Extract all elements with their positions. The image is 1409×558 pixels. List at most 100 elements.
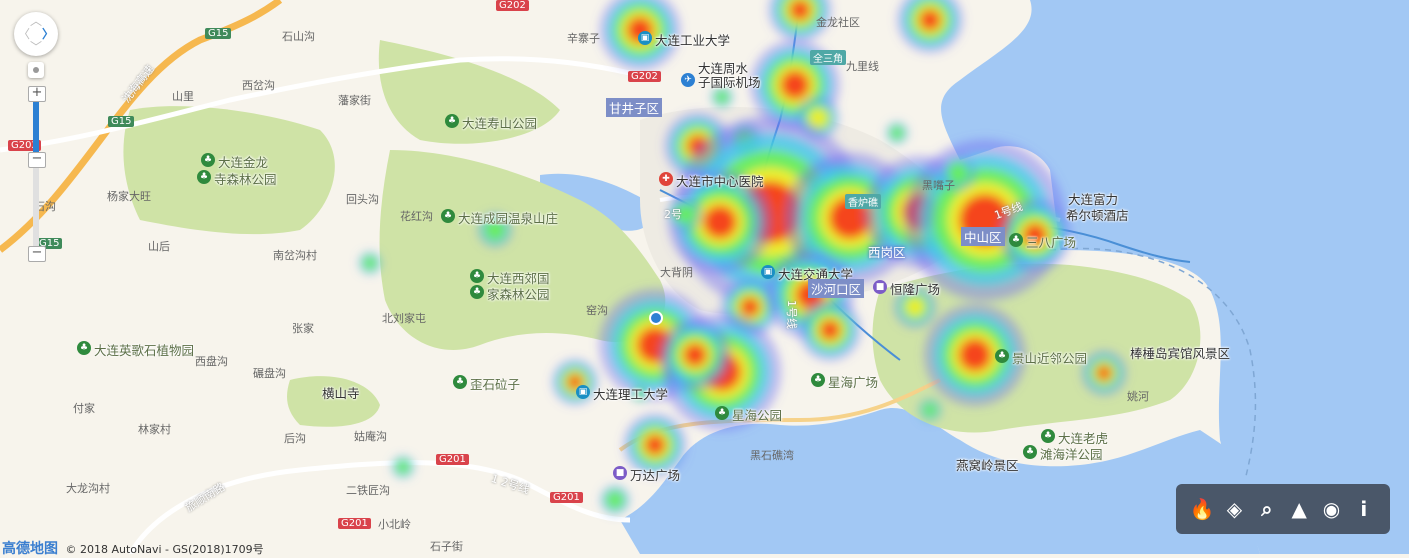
road-shield-6: G201: [550, 492, 583, 503]
place-label-24[interactable]: 滩海洋公园: [1040, 447, 1103, 462]
heat-spot-29-ring-2: [362, 255, 378, 271]
heat-spot-1-ring-4: [789, 0, 811, 21]
locality-label-2: 藩家街: [338, 94, 371, 107]
place-label-3[interactable]: 大连寿山公园: [462, 116, 538, 131]
locality-label-9: 南岔沟村: [273, 249, 317, 262]
place-label-25[interactable]: 燕窝岭景区: [956, 458, 1019, 473]
air-poi-icon[interactable]: ✈: [681, 73, 695, 87]
locate-button[interactable]: [28, 62, 44, 78]
park-poi-icon[interactable]: ♣: [1041, 429, 1055, 443]
heat-spot-26-ring-2: [922, 402, 938, 418]
place-label-20[interactable]: 大连理工大学: [593, 387, 669, 402]
locality-label-12: 北刘家屯: [382, 312, 426, 325]
edu-poi-icon[interactable]: ▣: [576, 385, 590, 399]
pan-right-icon[interactable]: 〉: [42, 27, 55, 41]
zoom-slider[interactable]: [31, 90, 41, 262]
heat-spot-4-ring-3: [808, 108, 828, 128]
place-label-2[interactable]: 子国际机场: [698, 75, 761, 90]
park-poi-icon[interactable]: ♣: [811, 373, 825, 387]
park-poi-icon[interactable]: ♣: [1023, 445, 1037, 459]
heat-spot-16-ring-2: [674, 203, 696, 225]
locality-label-5: 石沟: [34, 200, 56, 213]
place-label-22[interactable]: 星海公园: [732, 408, 783, 423]
place-label-18[interactable]: 歪石砬子: [470, 377, 521, 392]
park-poi-icon[interactable]: ♣: [470, 269, 484, 283]
info-icon[interactable]: i: [1360, 497, 1368, 521]
park-poi-icon[interactable]: ♣: [715, 406, 729, 420]
locality-label-1: 西岔沟: [242, 79, 275, 92]
place-label-26[interactable]: 万达广场: [630, 468, 681, 483]
road-shield-7: G201: [338, 518, 371, 529]
park-poi-icon[interactable]: ♣: [441, 209, 455, 223]
district-label-1: 西岗区: [868, 245, 906, 260]
pan-down-icon[interactable]: ﹀: [30, 40, 43, 54]
zoom-in-button[interactable]: +: [28, 86, 46, 102]
locality-label-29: 辛寨子: [567, 32, 600, 45]
park-poi-icon[interactable]: ♣: [445, 114, 459, 128]
heatmap-layer: [358, 0, 1127, 515]
locality-label-10: 大背阴: [660, 266, 693, 279]
pan-left-icon[interactable]: 〈: [18, 27, 31, 41]
park-poi-icon[interactable]: ♣: [995, 349, 1009, 363]
heat-spot-34-ring-2: [890, 126, 904, 140]
road-shield-1: G15: [205, 28, 232, 39]
place-label-17[interactable]: 景山近邻公园: [1012, 351, 1088, 366]
place-label-15[interactable]: 大连英歌石植物园: [94, 343, 195, 358]
zoom-handle[interactable]: −: [28, 152, 46, 168]
pan-up-icon[interactable]: ︿: [30, 14, 43, 28]
pan-control[interactable]: ︿ 〈 〉 ﹀: [14, 12, 58, 56]
heat-spot-23-ring-4: [683, 343, 707, 367]
search-icon[interactable]: ⌕: [1261, 497, 1273, 521]
park-poi-icon[interactable]: ♣: [201, 153, 215, 167]
place-label-16[interactable]: 棒棰岛宾馆风景区: [1130, 346, 1231, 361]
locality-label-0: 石山沟: [282, 30, 315, 43]
heat-spot-19-ring-4: [820, 320, 840, 340]
place-label-11[interactable]: 恒隆广场: [890, 282, 941, 297]
place-label-8[interactable]: 大连西郊国: [487, 271, 550, 286]
place-label-21[interactable]: 星海广场: [828, 375, 879, 390]
place-label-23[interactable]: 大连老虎: [1058, 431, 1109, 446]
place-label-10[interactable]: 大连交通大学: [778, 267, 854, 282]
heat-spot-33-ring-2: [605, 490, 625, 510]
heat-spot-20-ring-3: [905, 297, 925, 317]
place-label-6[interactable]: 寺森林公园: [214, 172, 277, 187]
place-label-0[interactable]: 大连工业大学: [655, 33, 731, 48]
locality-label-14: 西盘沟: [195, 355, 228, 368]
park-poi-icon[interactable]: ♣: [77, 341, 91, 355]
park-poi-icon[interactable]: ♣: [453, 375, 467, 389]
place-label-12[interactable]: 大连富力: [1068, 192, 1119, 207]
road-shield-8: G15: [36, 238, 63, 249]
edu-poi-icon[interactable]: ▣: [761, 265, 775, 279]
place-label-9[interactable]: 家森林公园: [487, 287, 550, 302]
edu-poi-icon[interactable]: ▣: [638, 31, 652, 45]
place-label-1[interactable]: 大连周水: [698, 61, 749, 76]
heat-spot-3-ring-4: [780, 70, 810, 100]
zoom-out-button[interactable]: −: [28, 246, 46, 262]
place-label-19[interactable]: 横山寺: [322, 386, 360, 401]
bay-area: [620, 407, 1260, 554]
place-label-14[interactable]: 三八广场: [1026, 235, 1077, 250]
road-g202: [0, 56, 661, 153]
shop-poi-icon[interactable]: ■: [873, 280, 887, 294]
place-label-5[interactable]: 大连金龙: [218, 155, 269, 170]
globe-icon[interactable]: ◉: [1322, 497, 1341, 521]
park-poi-icon[interactable]: ♣: [197, 170, 211, 184]
amap-logo[interactable]: 高德地图: [2, 541, 58, 557]
heatmap-icon[interactable]: 🔥: [1189, 497, 1215, 521]
locality-label-7: 花红沟: [400, 210, 433, 223]
park-poi-icon[interactable]: ♣: [1009, 233, 1023, 247]
compass-icon[interactable]: ◈: [1226, 497, 1243, 521]
heat-spot-25-ring-4: [1096, 365, 1112, 381]
shop-poi-icon[interactable]: ■: [613, 466, 627, 480]
place-label-7[interactable]: 大连成园温泉山庄: [458, 211, 559, 226]
heat-spot-31-ring-2: [634, 387, 646, 399]
park-area-xijiao: [379, 150, 666, 350]
place-label-13[interactable]: 希尔顿酒店: [1066, 208, 1129, 223]
locality-label-11: 窑沟: [586, 304, 608, 317]
park-poi-icon[interactable]: ♣: [470, 285, 484, 299]
road-icon[interactable]: ▲: [1291, 497, 1307, 521]
road-shield-9: 全三角: [810, 50, 846, 65]
place-label-4[interactable]: 大连市中心医院: [676, 174, 764, 189]
hosp-poi-icon[interactable]: ✚: [659, 172, 673, 186]
